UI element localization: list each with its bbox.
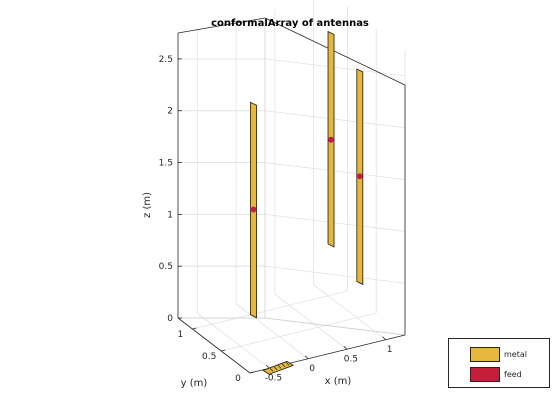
feed-2 [357,173,363,180]
x-tick-3 [382,336,386,341]
patch-slot-3 [281,363,286,368]
z-tick-label-5: 2.5 [159,55,173,65]
z-tick-label-0: 0 [167,314,173,324]
y-tick-label-0: 0 [235,374,241,384]
legend-label-feed: feed [504,369,522,379]
y-tick-2 [192,327,197,330]
x-tick-1 [304,355,309,360]
grid-x-floor-1 [235,303,309,360]
x-tick-0 [266,364,270,369]
grid-x-floor-2 [274,293,348,350]
antenna-elements [250,30,364,375]
feed-1 [328,136,334,143]
x-tick-label-0: -0.5 [265,373,283,383]
grid-x-floor-3 [313,284,386,341]
patch-slot-0 [269,368,274,372]
patch-3 [262,360,294,375]
feed-0 [250,206,257,213]
z-tick-label-3: 1.5 [159,159,173,169]
axes-frame [177,17,406,374]
x-tick-2 [343,345,348,350]
x-tick-label-2: 0.5 [344,354,358,364]
patch-slot-4 [285,362,290,366]
x-axis-label: x (m) [325,376,352,387]
axes-back-panes [178,18,405,335]
legend-swatch-feed [470,366,500,382]
y-tick-label-1: 0.5 [202,352,216,362]
patch-slot-2 [277,365,282,369]
z-tick-label-1: 0.5 [159,262,173,272]
z-tick-label-4: 2 [167,107,173,117]
z-tick-label-2: 1 [167,210,173,220]
legend: metal feed [448,338,550,388]
z-axis-label: z (m) [142,192,153,218]
grid-y-floor-1 [221,312,377,352]
patch-slot-1 [273,366,278,371]
x-tick-label-1: 0 [309,364,315,374]
y-tick-label-2: 1 [178,330,184,340]
x-tick-label-3: 1 [387,345,393,355]
chart-title: conformalArray of antennas [211,18,369,29]
legend-label-metal: metal [504,349,527,359]
y-tick-1 [221,349,226,352]
y-tick-0 [249,371,255,374]
y-axis-label: y (m) [181,378,208,389]
legend-item-feed: feed [470,366,522,382]
legend-swatch-metal [470,346,500,362]
grid-x-floor-0 [197,312,270,369]
legend-item-metal: metal [470,346,527,362]
grid-y-floor-2 [192,290,348,330]
